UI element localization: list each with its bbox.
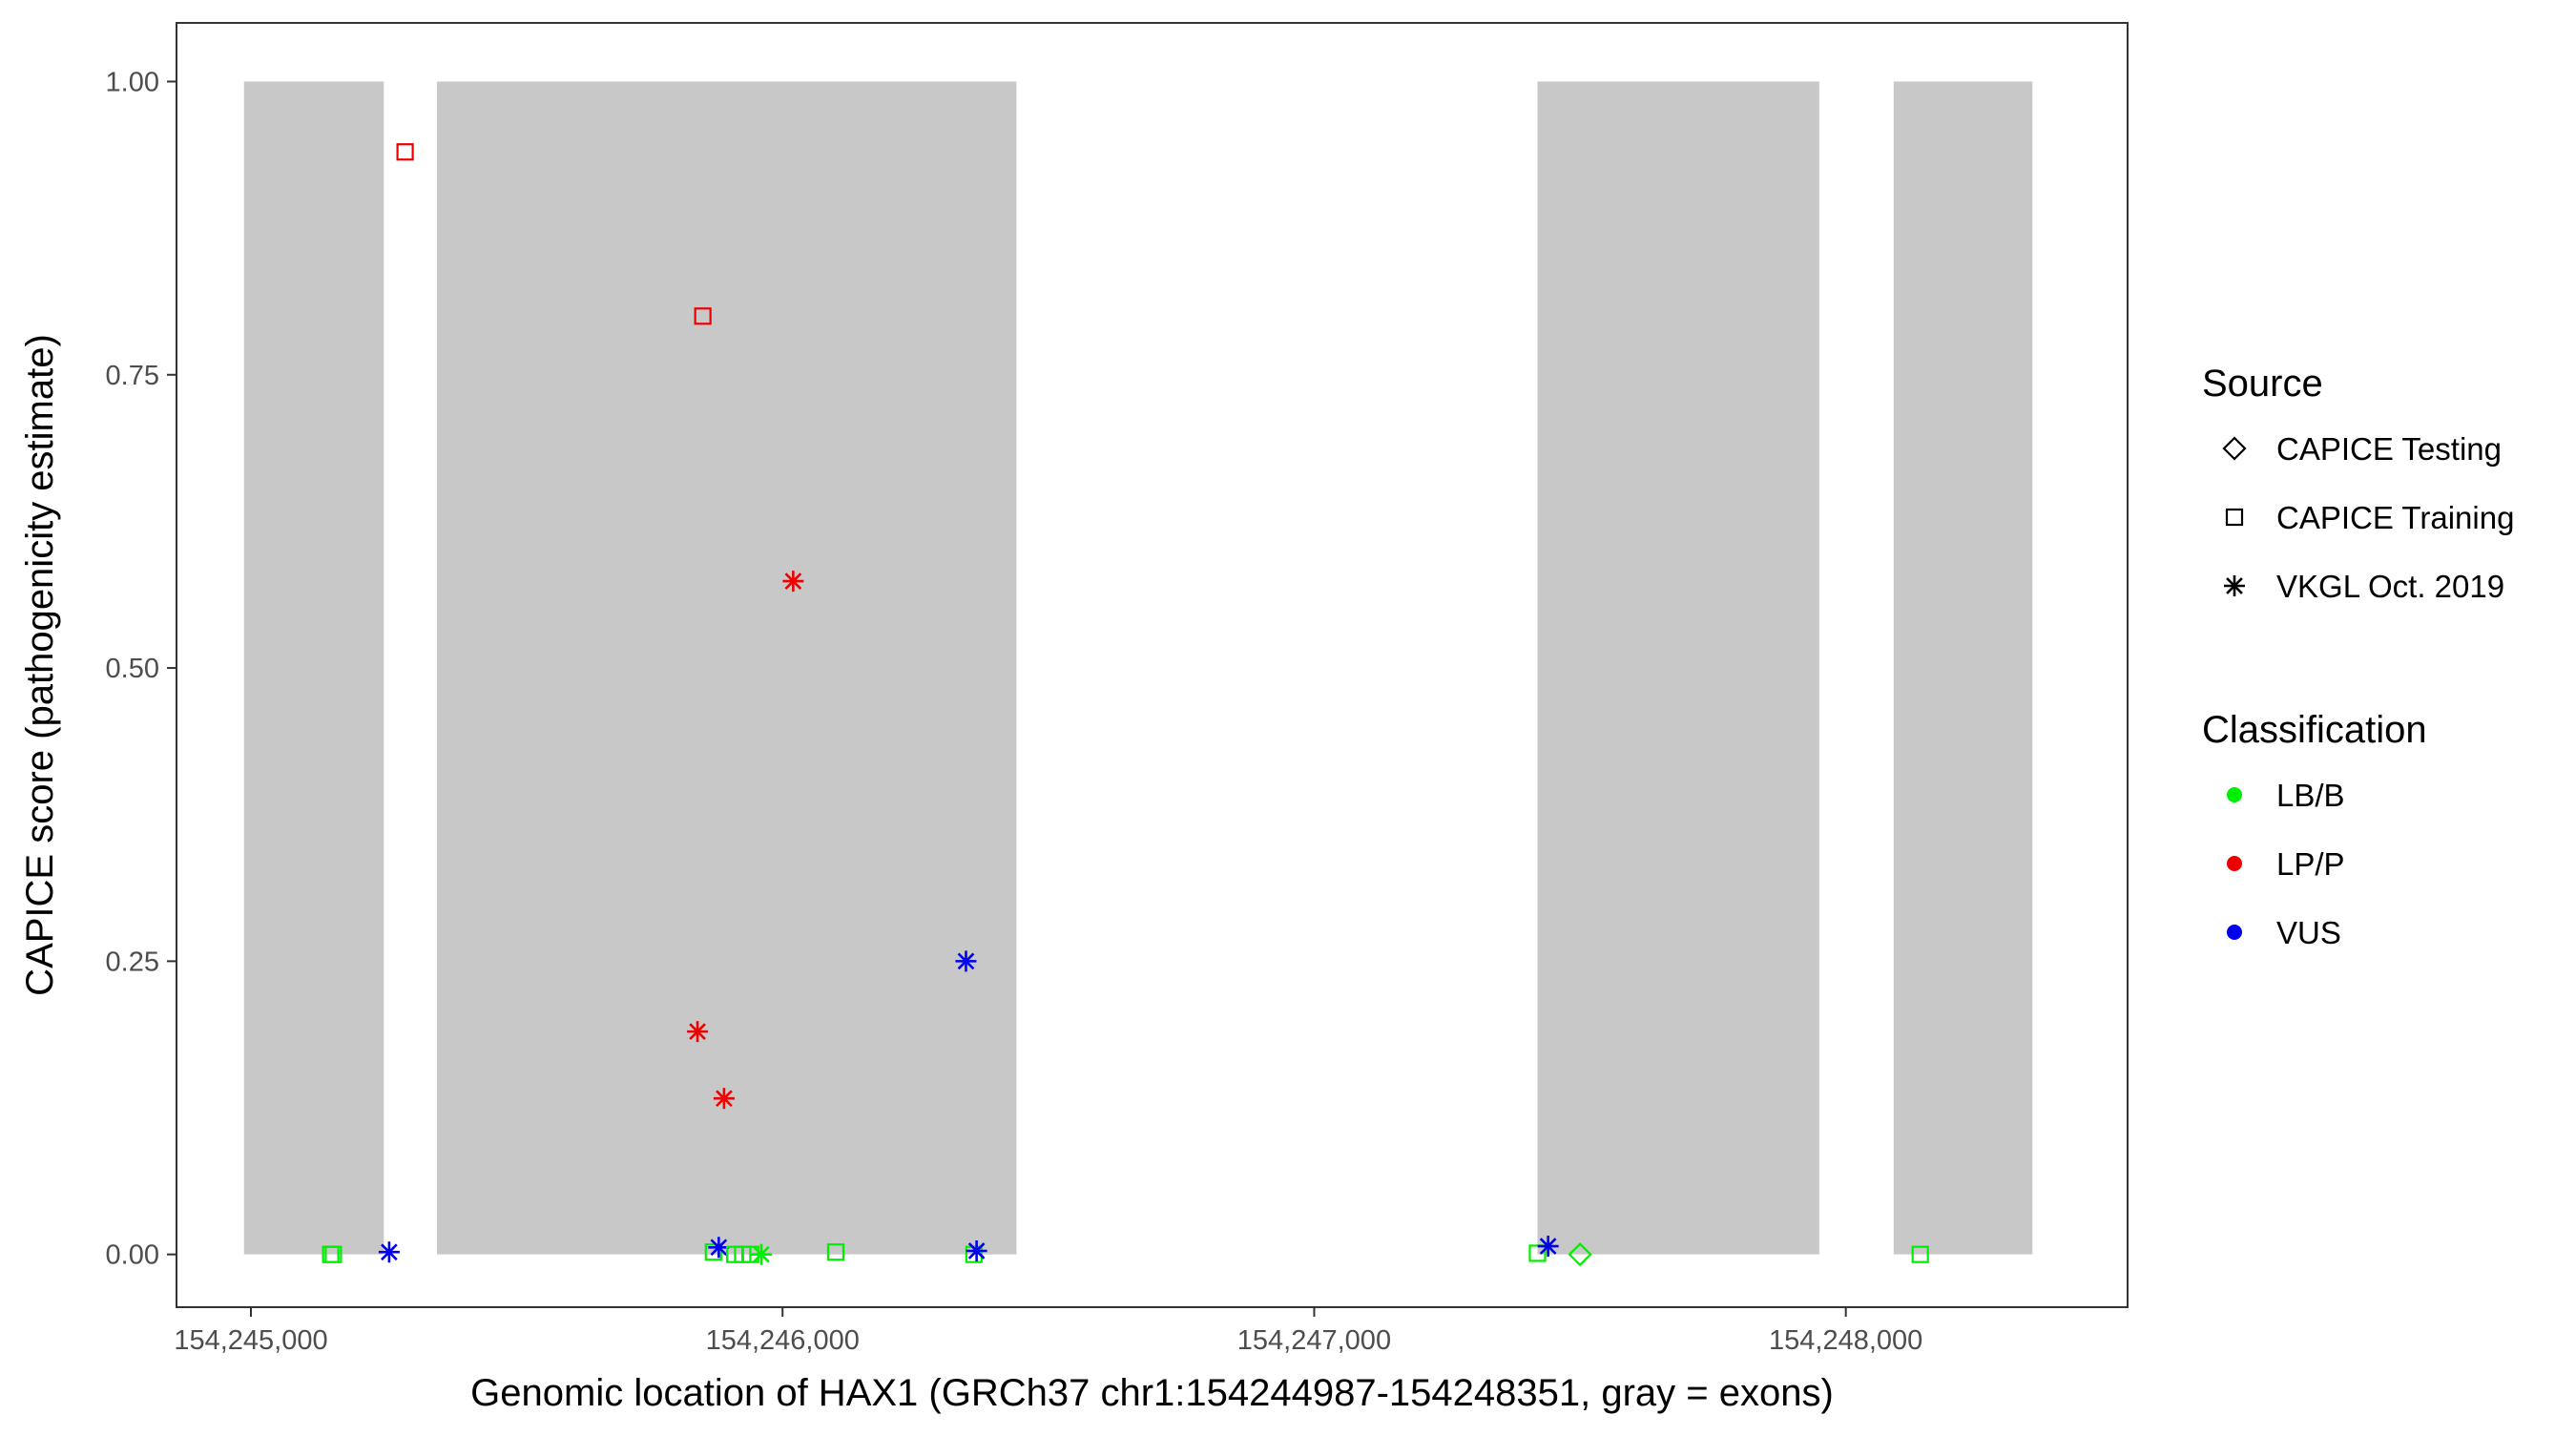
legend-classification-label: VUS — [2276, 915, 2341, 950]
y-tick-label: 0.75 — [106, 361, 159, 391]
y-axis-title: CAPICE score (pathogenicity estimate) — [19, 334, 61, 996]
exon-bands — [243, 81, 2033, 1255]
data-point-3 — [378, 1241, 400, 1263]
exon-band-2 — [437, 81, 1017, 1255]
data-point-6 — [687, 1021, 709, 1043]
legend-key-square — [2225, 508, 2244, 527]
data-point-7 — [713, 1088, 735, 1110]
legend-key-color — [2227, 925, 2242, 940]
legend-key-color — [2227, 787, 2242, 802]
legend-classification-title: Classification — [2202, 709, 2427, 751]
x-tick-label: 154,247,000 — [1237, 1325, 1391, 1356]
data-point-19 — [1528, 1244, 1547, 1262]
legend-source-label: CAPICE Training — [2276, 500, 2514, 535]
data-point-4 — [396, 143, 414, 161]
exon-band-1 — [243, 81, 384, 1255]
exon-band-4 — [1893, 81, 2033, 1255]
data-point-21 — [1568, 1242, 1592, 1267]
legend: Source Classification CAPICE Testing CAPI… — [2202, 363, 2514, 950]
legend-source-title: Source — [2202, 363, 2323, 405]
y-tick-label: 0.50 — [106, 654, 159, 684]
legend-classification-label: LP/P — [2276, 846, 2345, 882]
legend-key-color — [2227, 856, 2242, 871]
x-tick-label: 154,245,000 — [174, 1325, 327, 1356]
data-point-15 — [826, 1243, 845, 1261]
data-point-14 — [750, 1243, 772, 1265]
legend-key-asterisk — [2224, 575, 2245, 596]
data-point-16 — [955, 950, 977, 972]
x-axis: 154,245,000 154,246,000 154,247,000 154,248… — [174, 1307, 1922, 1356]
legend-source-label: VKGL Oct. 2019 — [2276, 569, 2504, 604]
legend-key-diamond — [2222, 436, 2247, 461]
data-point-18 — [966, 1239, 987, 1261]
plot-panel-border — [176, 22, 2129, 1308]
data-point-9 — [704, 1243, 722, 1261]
x-axis-title: Genomic location of HAX1 (GRCh37 chr1:15… — [470, 1372, 1834, 1414]
data-point-2 — [324, 1245, 343, 1263]
exon-band-3 — [1537, 81, 1819, 1255]
y-tick-label: 1.00 — [106, 67, 159, 97]
x-tick-label: 154,246,000 — [706, 1325, 860, 1356]
legend-source-label: CAPICE Testing — [2276, 431, 2502, 467]
x-tick-label: 154,248,000 — [1769, 1325, 1922, 1356]
data-point-8 — [782, 571, 804, 593]
y-tick-label: 0.00 — [106, 1240, 159, 1271]
data-point-20 — [1537, 1236, 1559, 1258]
data-point-22 — [1911, 1245, 1929, 1263]
data-points — [322, 143, 1929, 1267]
y-tick-label: 0.25 — [106, 947, 159, 977]
y-axis: 0.00 0.25 0.50 0.75 1.00 — [106, 67, 177, 1271]
data-point-10 — [708, 1237, 730, 1259]
data-point-5 — [694, 307, 712, 325]
legend-classification-label: LB/B — [2276, 778, 2345, 813]
